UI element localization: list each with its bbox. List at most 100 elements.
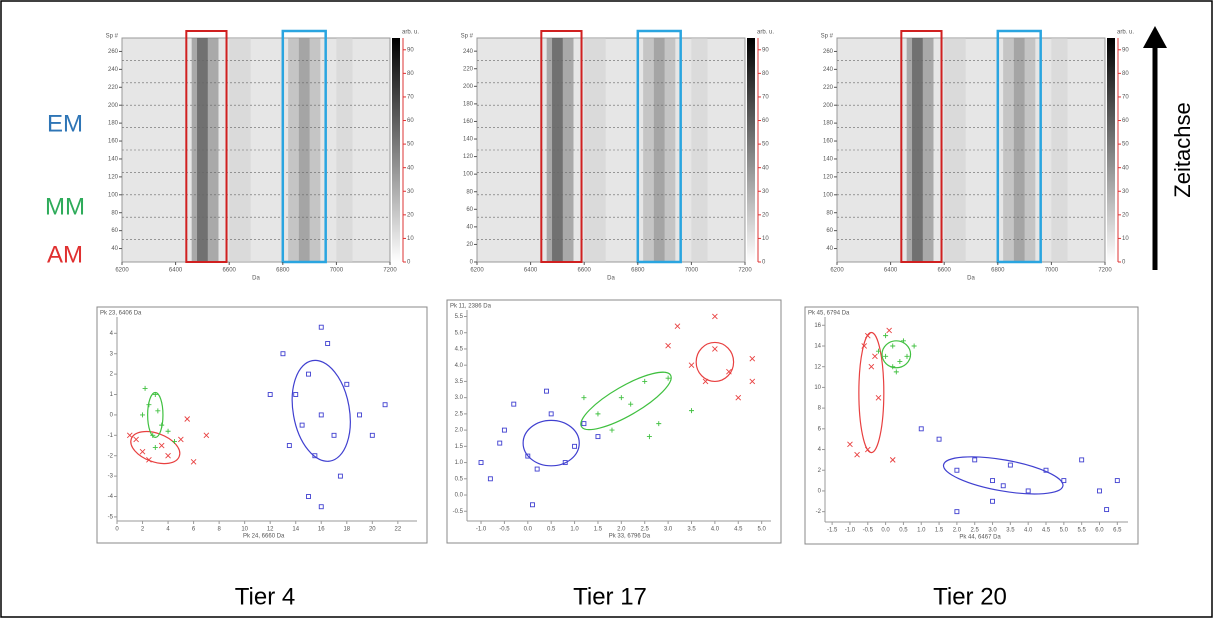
- y-tick-label: 240: [823, 67, 834, 73]
- colorbar-tick-label: 70: [1122, 95, 1129, 101]
- point: [688, 408, 694, 414]
- point: [864, 446, 871, 453]
- x-tick-label: 7200: [383, 268, 397, 274]
- x-tick-label: 4.5: [1042, 528, 1051, 534]
- red-window: [185, 30, 228, 263]
- y-tick-label: 16: [814, 323, 821, 329]
- point: [990, 498, 995, 504]
- y-tick-label: 80: [826, 210, 833, 216]
- x-tick-label: 14: [292, 527, 299, 533]
- x-tick-label: 4.0: [711, 527, 720, 533]
- point: [642, 378, 648, 384]
- y-tick-label: 14: [814, 344, 821, 350]
- colorbar-tick-label: 10: [1122, 236, 1129, 242]
- point: [286, 443, 292, 448]
- point: [190, 459, 197, 465]
- y-tick-label: 0: [470, 260, 474, 266]
- x-tick-label: 6400: [169, 268, 183, 274]
- y-tick-label: 60: [111, 228, 118, 234]
- y-tick-label: 200: [823, 103, 834, 109]
- point: [712, 313, 718, 320]
- gel-y-label: Sp #: [821, 34, 834, 40]
- y-tick-label: 20: [466, 242, 473, 248]
- x-tick-label: 6800: [991, 268, 1005, 274]
- x-tick-label: 12: [267, 527, 274, 533]
- x-tick-label: 7200: [1098, 268, 1112, 274]
- y-tick-label: 5.0: [455, 330, 464, 336]
- colorbar-tick-label: 70: [762, 95, 769, 101]
- y-tick-label: 2.0: [455, 428, 464, 434]
- x-tick-label: 2: [141, 527, 145, 533]
- x-tick-label: 3.0: [664, 527, 673, 533]
- point: [171, 438, 177, 444]
- x-tick-label: 4: [166, 527, 170, 533]
- y-tick-label: 2.5: [455, 411, 464, 417]
- scatter-y-label: Pk 11, 2386 Da: [450, 304, 492, 310]
- point: [665, 375, 671, 381]
- y-tick-label: 1.5: [455, 444, 464, 450]
- y-tick-label: 40: [111, 246, 118, 252]
- y-tick-label: 120: [823, 174, 834, 180]
- cluster-ellipse: [695, 341, 735, 383]
- point: [152, 445, 158, 451]
- gel-x-label: Da: [252, 276, 260, 282]
- colorbar-tick-label: 70: [407, 95, 414, 101]
- x-tick-label: 6400: [524, 268, 538, 274]
- point: [618, 395, 624, 401]
- point: [1061, 478, 1067, 484]
- y-tick-label: 200: [463, 84, 474, 90]
- scatter-x-label: Pk 24, 6660 Da: [243, 534, 285, 540]
- point: [382, 402, 388, 408]
- panel-caption: Tier 20: [933, 583, 1007, 610]
- point: [1043, 467, 1049, 473]
- x-tick-label: -1.0: [845, 528, 856, 534]
- y-tick-label: -5: [108, 514, 114, 520]
- y-tick-label: 12: [814, 364, 821, 370]
- y-tick-label: 260: [108, 49, 119, 55]
- point: [595, 434, 601, 440]
- point: [280, 351, 286, 357]
- x-tick-label: 6200: [470, 268, 484, 274]
- y-tick-label: 60: [466, 207, 473, 213]
- colorbar-tick-label: 40: [762, 165, 769, 171]
- colorbar-tick-label: 80: [1122, 71, 1129, 77]
- x-tick-label: -1.0: [476, 527, 487, 533]
- point: [152, 392, 158, 398]
- y-tick-label: 100: [823, 192, 834, 198]
- y-tick-label: 180: [823, 121, 834, 127]
- x-tick-label: -0.5: [499, 527, 510, 533]
- y-tick-label: 6: [818, 426, 822, 432]
- point: [1097, 488, 1102, 494]
- y-tick-label: 4.5: [455, 347, 464, 353]
- y-tick-label: 180: [108, 121, 119, 127]
- gel-band: [1051, 38, 1068, 262]
- point: [665, 342, 671, 349]
- y-tick-label: -3: [108, 474, 114, 480]
- gel-y-label: Sp #: [106, 34, 119, 40]
- y-tick-label: 2: [110, 372, 114, 378]
- y-tick-label: -2: [816, 509, 822, 515]
- colorbar-tick-label: 20: [1122, 212, 1129, 218]
- point: [886, 327, 892, 334]
- point: [525, 453, 531, 459]
- point: [357, 412, 363, 418]
- x-tick-label: 18: [343, 527, 350, 533]
- x-tick-label: 6.5: [1113, 528, 1122, 534]
- gel-x-label: Da: [967, 276, 975, 282]
- x-tick-label: 3.5: [1006, 528, 1015, 534]
- colorbar-tick-label: 90: [762, 47, 769, 53]
- point: [159, 422, 165, 428]
- point: [897, 359, 903, 365]
- point: [1007, 462, 1013, 468]
- x-tick-label: 6: [192, 527, 196, 533]
- x-tick-label: -0.5: [863, 528, 874, 534]
- x-tick-label: 6200: [830, 268, 844, 274]
- x-tick-label: 5.5: [1077, 528, 1086, 534]
- y-tick-label: 40: [466, 224, 473, 230]
- y-tick-label: 5.5: [455, 314, 464, 320]
- point: [595, 411, 601, 417]
- point: [990, 478, 995, 484]
- point: [572, 443, 578, 449]
- x-tick-label: 5.0: [1060, 528, 1069, 534]
- scatter-frame: [804, 306, 1139, 545]
